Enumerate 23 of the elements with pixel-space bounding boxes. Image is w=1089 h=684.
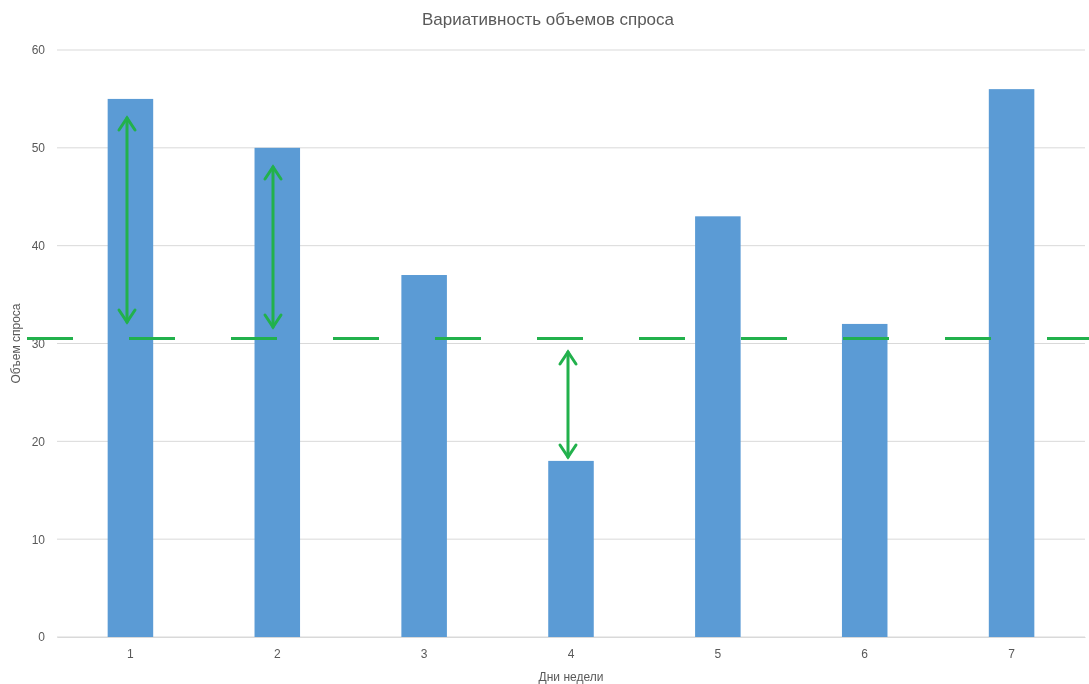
- bar: [401, 275, 447, 637]
- y-tick-label: 20: [31, 434, 46, 449]
- y-axis-title: Объем спроса: [9, 303, 23, 384]
- y-tick-label: 10: [31, 532, 46, 547]
- x-tick-label: 2: [273, 646, 281, 661]
- bar: [988, 89, 1035, 637]
- bar: [548, 460, 594, 637]
- y-tick-label: 40: [31, 239, 46, 254]
- x-tick-label: 4: [567, 646, 575, 661]
- x-tick-label: 5: [714, 646, 722, 661]
- x-tick-label: 6: [861, 646, 869, 661]
- chart-title: Вариативность объемов спроса: [421, 10, 675, 29]
- x-axis-title: Дни недели: [538, 670, 604, 684]
- bar: [695, 216, 741, 637]
- x-tick-label: 7: [1008, 646, 1016, 661]
- x-tick-label: 3: [420, 646, 428, 661]
- y-tick-label: 0: [38, 630, 46, 645]
- bar: [841, 323, 888, 637]
- y-tick-label: 50: [31, 141, 46, 156]
- bar: [254, 147, 301, 637]
- x-tick-label: 1: [127, 646, 135, 661]
- bar: [107, 98, 154, 637]
- y-tick-label: 60: [31, 43, 46, 58]
